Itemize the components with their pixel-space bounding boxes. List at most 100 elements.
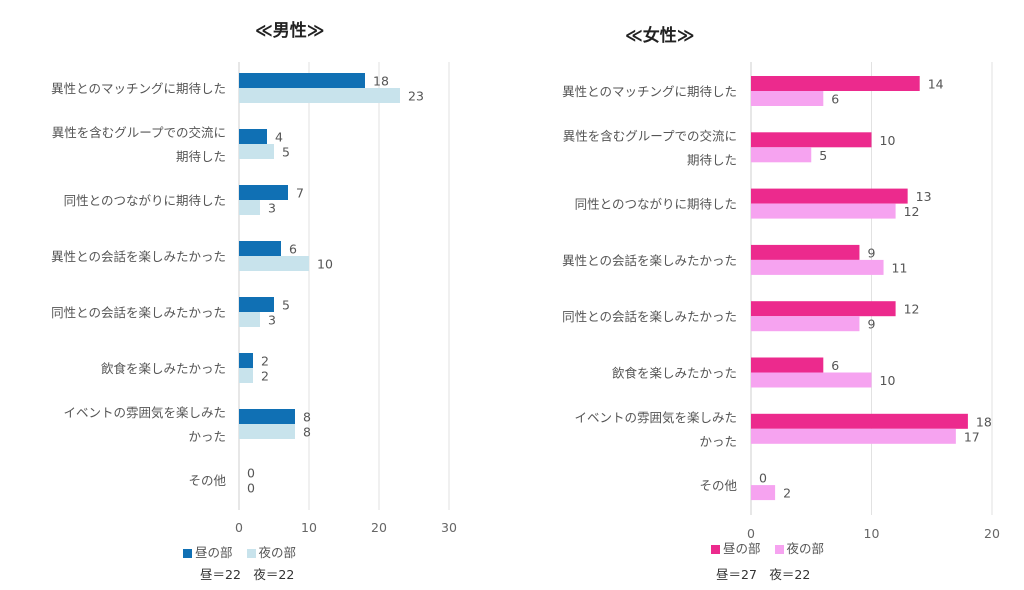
data-label: 13: [916, 189, 932, 204]
data-label: 12: [904, 204, 920, 219]
data-label: 8: [303, 425, 311, 440]
bar-day: [751, 244, 860, 260]
category-label: その他: [699, 478, 737, 493]
category-label: 異性とのマッチングに期待した: [562, 84, 737, 99]
bar-night: [751, 316, 860, 332]
data-label: 18: [976, 414, 992, 429]
data-label: 9: [867, 245, 875, 260]
data-label: 10: [880, 373, 896, 388]
bar-day: [239, 241, 281, 256]
bar-night: [751, 428, 956, 444]
bar-night: [239, 424, 295, 439]
legend-label: 昼の部: [195, 545, 233, 560]
data-label: 6: [289, 242, 297, 257]
bar-day: [751, 301, 896, 317]
legend-swatch: [711, 545, 720, 554]
data-label: 10: [317, 257, 333, 272]
legend-label: 夜の部: [786, 541, 825, 556]
bar-day: [239, 297, 274, 312]
bar-night: [239, 88, 400, 103]
sample-size-male: 昼＝22 夜＝22: [200, 567, 295, 582]
legend-swatch: [246, 549, 256, 558]
category-label: 異性との会話を楽しみたかった: [562, 253, 737, 268]
bar-day: [239, 409, 295, 424]
bar-night: [751, 147, 812, 163]
data-label: 0: [247, 481, 255, 496]
data-label: 11: [892, 260, 908, 275]
category-label: 異性との会話を楽しみたかった: [51, 249, 226, 264]
x-tick-label: 20: [371, 520, 387, 535]
bar-day: [751, 188, 908, 204]
data-label: 23: [408, 89, 424, 104]
bar-day: [751, 413, 968, 429]
category-label: 同性との会話を楽しみたかった: [51, 305, 226, 320]
legend-swatch: [183, 549, 192, 558]
bar-night: [239, 312, 260, 327]
bar-night: [239, 256, 309, 271]
bar-night: [751, 259, 884, 275]
bar-day: [751, 132, 872, 148]
data-label: 17: [964, 429, 980, 444]
data-label: 12: [904, 302, 920, 317]
bar-night: [239, 144, 274, 159]
legend-item-day: 昼の部: [183, 542, 233, 561]
sample-size-female: 昼＝27 夜＝22: [716, 567, 811, 582]
chart-title-female: ≪女性≫: [625, 26, 695, 46]
data-label: 4: [275, 130, 283, 145]
bar-day: [239, 353, 253, 368]
category-label: 同性とのつながりに期待した: [64, 193, 226, 208]
category-label: 異性を含むグループでの交流に期待した: [563, 128, 737, 167]
bar-night: [239, 368, 253, 383]
data-label: 0: [759, 471, 767, 486]
data-label: 14: [928, 77, 944, 92]
chart-title-male: ≪男性≫: [255, 21, 325, 41]
legend-female: 昼の部 夜の部: [711, 538, 824, 557]
data-label: 7: [296, 186, 304, 201]
x-tick-label: 30: [441, 520, 457, 535]
bar-night: [751, 485, 776, 501]
data-label: 0: [247, 466, 255, 481]
bar-day: [239, 73, 365, 88]
data-label: 2: [783, 486, 791, 501]
data-label: 5: [282, 298, 290, 313]
data-label: 10: [880, 133, 896, 148]
category-label: イベントの雰囲気を楽しみたかった: [63, 405, 226, 444]
data-label: 3: [268, 201, 276, 216]
x-tick-label: 10: [301, 520, 317, 535]
bar-night: [751, 372, 872, 388]
data-label: 3: [268, 313, 276, 328]
bar-night: [239, 200, 260, 215]
x-tick-label: 10: [864, 526, 880, 541]
data-label: 2: [261, 354, 269, 369]
bar-day: [751, 76, 920, 91]
x-tick-label: 0: [235, 520, 243, 535]
data-label: 9: [867, 317, 875, 332]
legend-male: 昼の部 夜の部: [183, 542, 296, 561]
bar-night: [751, 203, 896, 219]
category-label: 同性との会話を楽しみたかった: [562, 309, 737, 324]
legend-label: 夜の部: [258, 545, 297, 560]
x-tick-label: 0: [747, 526, 755, 541]
data-label: 18: [373, 74, 389, 89]
category-label: 飲食を楽しみたかった: [612, 366, 737, 381]
data-label: 5: [819, 148, 827, 163]
data-label: 2: [261, 369, 269, 384]
data-label: 6: [831, 358, 839, 373]
bar-night: [751, 91, 824, 106]
bar-day: [239, 129, 267, 144]
legend-label: 昼の部: [723, 541, 761, 556]
category-label: その他: [188, 473, 226, 488]
data-label: 8: [303, 410, 311, 425]
category-label: 同性とのつながりに期待した: [575, 197, 737, 212]
category-label: イベントの雰囲気を楽しみたかった: [574, 410, 737, 449]
category-label: 異性とのマッチングに期待した: [51, 81, 226, 96]
bar-day: [239, 185, 288, 200]
legend-item-night: 夜の部: [246, 542, 297, 561]
bar-day: [751, 357, 824, 373]
legend-item-night: 夜の部: [774, 538, 825, 557]
data-label: 6: [831, 92, 839, 107]
category-label: 飲食を楽しみたかった: [101, 361, 226, 376]
legend-swatch: [774, 545, 784, 554]
x-tick-label: 20: [984, 526, 1000, 541]
